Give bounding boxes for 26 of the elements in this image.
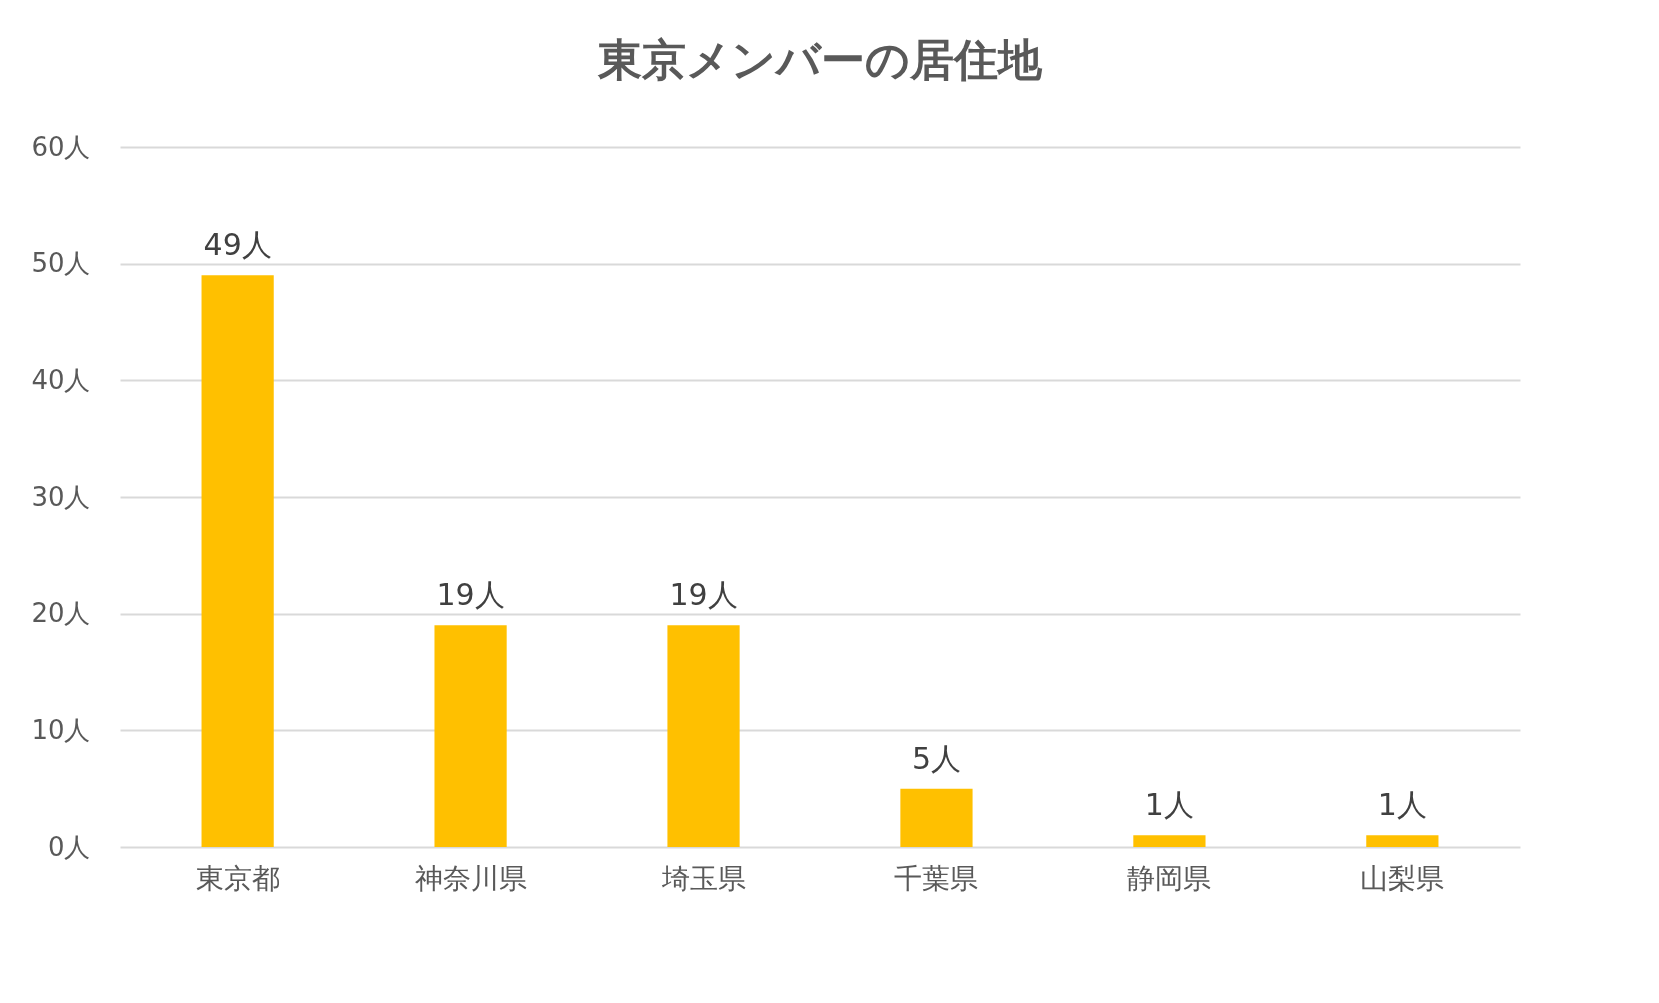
y-tick-label: 50人	[31, 248, 91, 279]
bar	[667, 625, 740, 847]
bar	[434, 625, 507, 847]
x-tick-label: 埼玉県	[660, 861, 746, 895]
data-label: 5人	[911, 740, 962, 776]
data-label: 1人	[1144, 787, 1194, 823]
y-tick-label: 40人	[31, 364, 91, 395]
bar	[1133, 835, 1206, 847]
y-tick-label: 60人	[31, 131, 91, 162]
x-tick-label: 東京都	[195, 861, 280, 895]
y-tick-label: 10人	[31, 714, 91, 745]
data-label: 19人	[669, 577, 738, 613]
y-tick-label: 20人	[31, 598, 91, 629]
bar	[1366, 835, 1439, 847]
bar	[201, 275, 274, 847]
data-label: 19人	[436, 577, 505, 613]
y-tick-label: 30人	[31, 481, 91, 512]
y-tick-label: 0人	[47, 831, 91, 862]
x-tick-label: 千葉県	[894, 861, 979, 895]
x-tick-label: 山梨県	[1360, 861, 1445, 895]
data-label: 49人	[203, 227, 272, 263]
chart-title: 東京メンバーの居住地	[597, 34, 1043, 85]
bar	[900, 788, 973, 847]
data-label: 1人	[1377, 787, 1427, 823]
x-tick-label: 静岡県	[1127, 861, 1212, 895]
x-tick-label: 神奈川県	[414, 861, 527, 895]
